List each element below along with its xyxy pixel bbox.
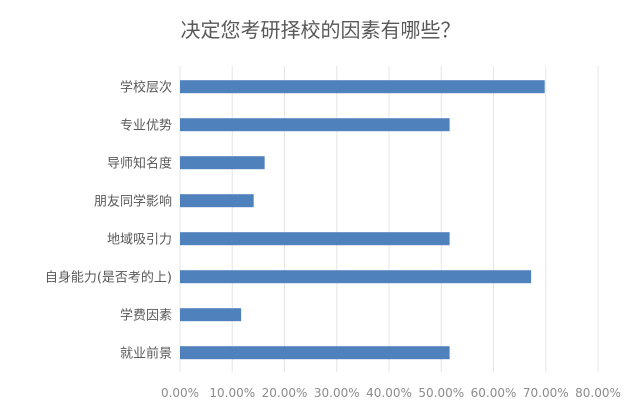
category-label: 学费因素 <box>120 308 172 324</box>
x-tick-label: 40.00% <box>366 386 412 400</box>
x-tick-label: 0.00% <box>161 386 199 400</box>
bar <box>180 118 450 132</box>
x-tick-label: 10.00% <box>209 386 255 400</box>
x-tick-label: 60.00% <box>471 386 517 400</box>
bar <box>180 308 242 322</box>
bar <box>180 80 545 94</box>
x-tick-label: 20.00% <box>262 386 308 400</box>
x-tick-label: 80.00% <box>575 386 621 400</box>
category-label: 专业优势 <box>120 118 172 134</box>
bar <box>180 346 450 360</box>
category-label: 导师知名度 <box>107 156 172 172</box>
bar <box>180 156 265 170</box>
x-tick-label: 30.00% <box>314 386 360 400</box>
bar <box>180 270 532 284</box>
category-label: 朋友同学影响 <box>94 194 172 210</box>
category-label: 就业前景 <box>120 346 172 362</box>
x-tick-label: 50.00% <box>418 386 464 400</box>
category-label: 地域吸引力 <box>107 233 172 248</box>
bar <box>180 194 254 208</box>
bar <box>180 232 450 246</box>
category-label: 自身能力(是否考的上) <box>45 270 172 286</box>
category-label: 学校层次 <box>120 80 172 96</box>
x-tick-label: 70.00% <box>523 386 569 400</box>
chart-title: 决定您考研择校的因素有哪些？ <box>180 18 461 42</box>
